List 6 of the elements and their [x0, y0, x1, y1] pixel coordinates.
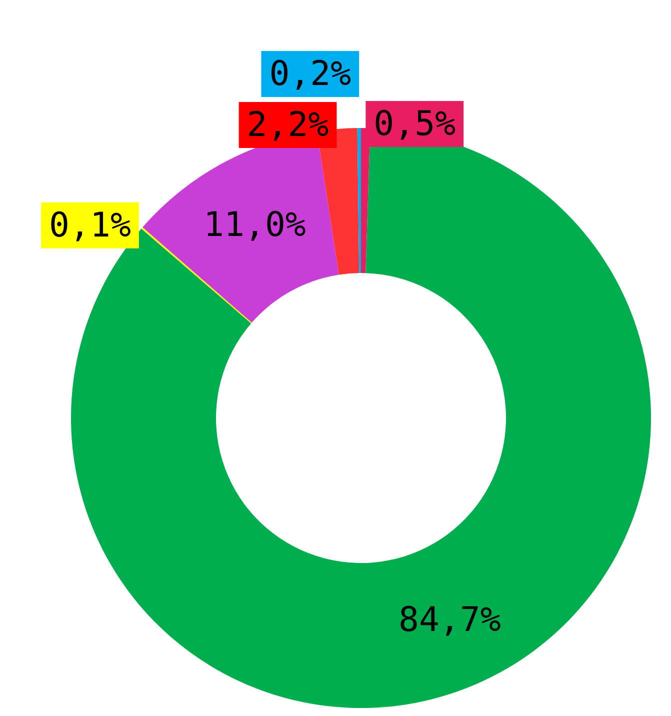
data-label: 2,2%	[246, 105, 329, 146]
data-label: 0,2%	[269, 54, 352, 94]
data-label: 0,5%	[374, 104, 456, 144]
data-label: 84,7%	[398, 600, 501, 640]
data-label: 11,0%	[204, 204, 306, 245]
data-label: 0,1%	[49, 205, 131, 246]
